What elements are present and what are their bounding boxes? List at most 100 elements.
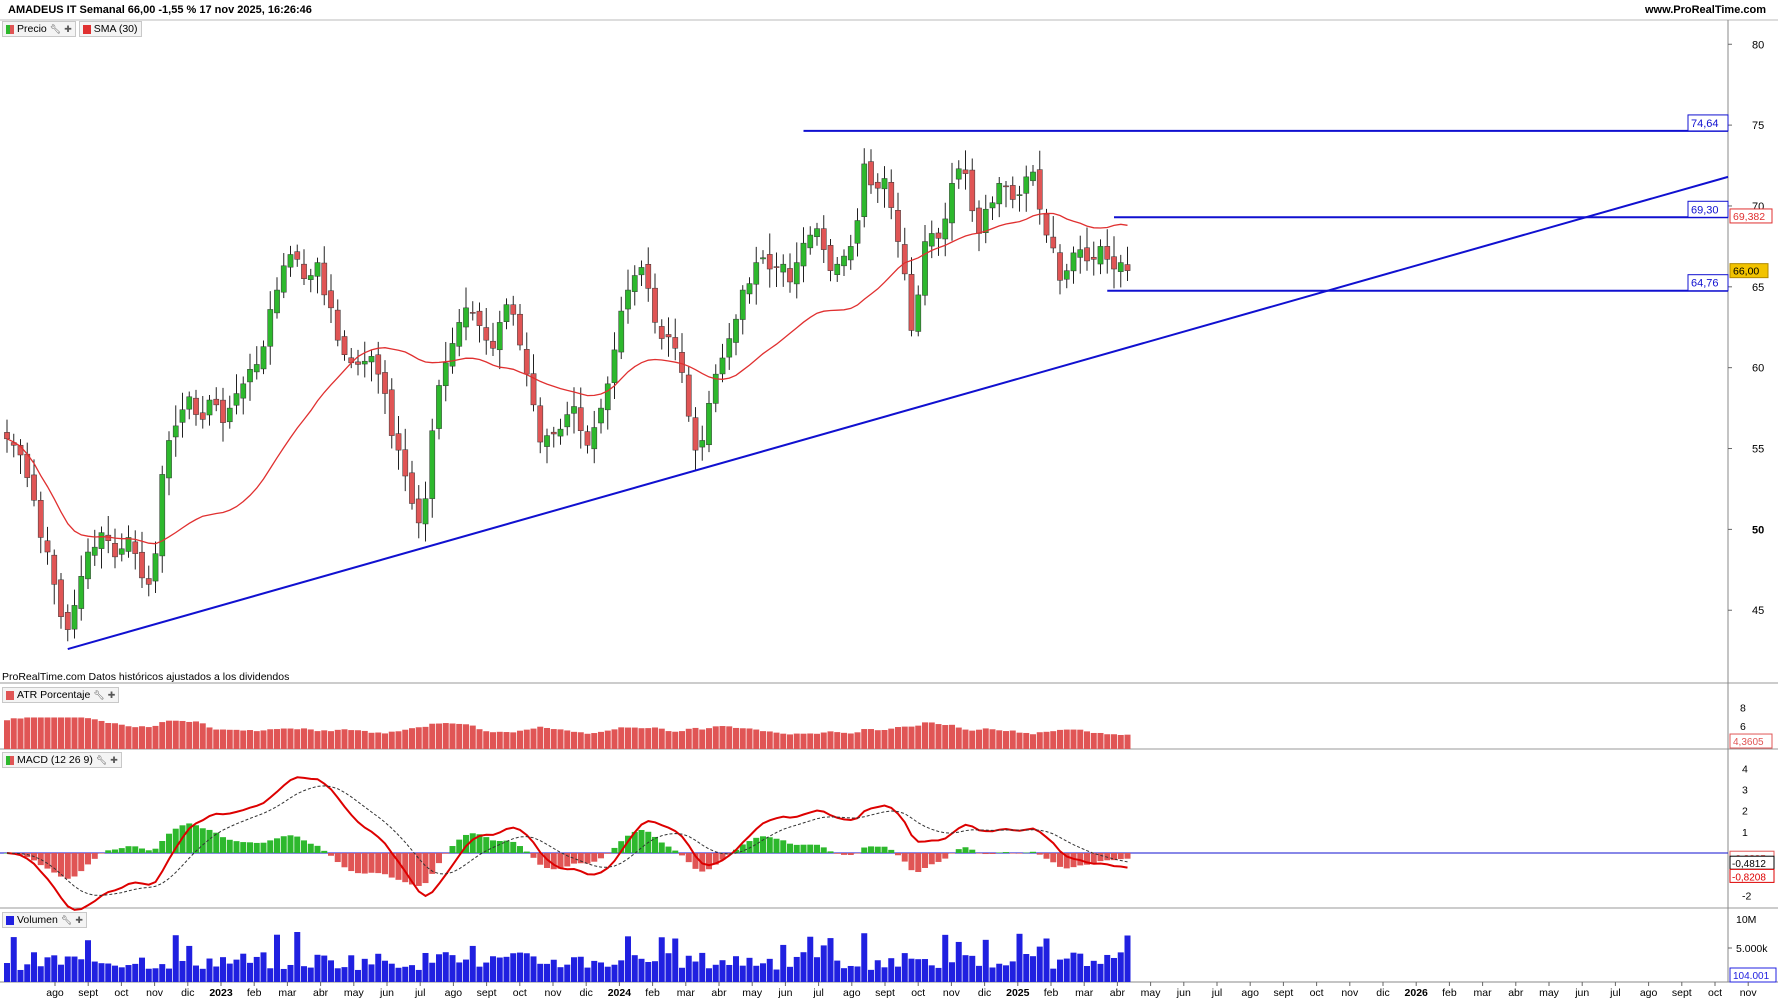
volume-bar xyxy=(132,963,139,982)
candle-down xyxy=(375,354,382,375)
sma-value-tag: 69,382 xyxy=(1733,211,1765,223)
atr-bar xyxy=(10,718,17,749)
macd-hist-negative xyxy=(37,853,44,866)
plus-icon[interactable]: ✚ xyxy=(75,914,83,925)
wrench-icon[interactable]: 🔧︎ xyxy=(93,689,105,700)
candle-down xyxy=(402,449,409,477)
atr-bar xyxy=(307,729,314,749)
candle-down xyxy=(1043,213,1050,236)
atr-bar xyxy=(739,728,746,749)
macd-hist-positive xyxy=(247,842,253,854)
macd-value-box xyxy=(1729,868,1775,883)
atr-legend: ATR Porcentaje 🔧︎ ✚ xyxy=(2,687,122,703)
sma-legend-chip[interactable]: SMA (30) xyxy=(78,21,142,37)
wrench-icon[interactable]: 🔧︎ xyxy=(60,914,73,925)
plus-icon[interactable]: ✚ xyxy=(107,689,116,700)
volume-bar xyxy=(193,965,199,982)
price-legend-chip[interactable]: Precio 🔧︎ ✚ xyxy=(2,21,76,37)
price-legend: Precio 🔧︎ ✚ SMA (30) xyxy=(2,21,145,37)
atr-bar xyxy=(517,730,523,749)
x-tick-label: feb xyxy=(1442,987,1457,999)
wrench-icon[interactable]: 🔧︎ xyxy=(95,754,108,765)
x-tick-label: ago xyxy=(1241,987,1259,999)
x-tick-label: abr xyxy=(711,987,727,999)
macd-hist-positive xyxy=(112,849,118,854)
volume-bar xyxy=(523,953,530,982)
atr-bar xyxy=(449,723,456,749)
macd-hist-negative xyxy=(1043,853,1050,859)
volume-bar xyxy=(17,969,24,982)
volume-bar xyxy=(483,962,490,982)
atr-bar xyxy=(787,734,793,749)
macd-hist-positive xyxy=(510,841,517,854)
volume-bar xyxy=(1016,933,1023,982)
macd-hist-positive xyxy=(125,846,132,854)
x-tick-label: jun xyxy=(1574,987,1589,999)
candle-up xyxy=(442,362,449,387)
volume-bar xyxy=(645,961,652,982)
axes-layer xyxy=(0,19,1778,983)
volume-bar xyxy=(1111,957,1117,982)
x-tick-label: abr xyxy=(1110,987,1126,999)
macd-hist-positive xyxy=(672,850,679,854)
volume-bar xyxy=(631,955,638,982)
candle-down xyxy=(665,334,672,338)
volume-bar xyxy=(206,958,213,982)
wrench-icon[interactable]: 🔧︎ xyxy=(49,23,62,34)
atr-value: 4,3605 xyxy=(1733,737,1764,748)
volume-bar xyxy=(368,964,375,982)
candle-up xyxy=(544,435,550,447)
candle-down xyxy=(4,432,10,440)
volume-bar xyxy=(706,968,712,982)
volume-bar xyxy=(98,963,105,982)
macd-hist-negative xyxy=(847,853,854,855)
macd-hist-negative xyxy=(982,853,989,855)
volume-legend-chip[interactable]: Volumen 🔧︎ ✚ xyxy=(2,912,87,928)
candle-down xyxy=(584,431,591,446)
volume-bar xyxy=(463,959,469,982)
volume-bar xyxy=(955,941,962,982)
x-tick-label: jun xyxy=(1176,987,1191,999)
atr-bar xyxy=(976,729,982,749)
plus-icon[interactable]: ✚ xyxy=(64,23,72,34)
macd-hist-negative xyxy=(557,853,564,869)
candle-down xyxy=(827,245,834,271)
candle-up xyxy=(233,393,240,406)
macd-hist-positive xyxy=(166,833,172,854)
macd-hist-negative xyxy=(598,853,604,859)
volume-bar xyxy=(517,952,523,982)
volume-bar xyxy=(969,955,976,982)
candle-down xyxy=(773,266,780,268)
macd-hist-positive xyxy=(1030,851,1036,854)
atr-bar xyxy=(935,724,942,749)
level-label-top: 74,64 xyxy=(1691,118,1719,130)
macd-hist-negative xyxy=(712,853,719,865)
atr-bar xyxy=(166,720,172,749)
candle-down xyxy=(1009,185,1016,200)
atr-bar xyxy=(476,729,483,749)
price-tick-label: 50 xyxy=(1752,524,1764,536)
macd-legend-chip[interactable]: MACD (12 26 9) 🔧︎ ✚ xyxy=(2,752,122,768)
site-link[interactable]: www.ProRealTime.com xyxy=(1644,4,1766,16)
macd-hist-positive xyxy=(159,841,166,854)
atr-label: ATR Porcentaje xyxy=(17,689,91,701)
atr-bar xyxy=(793,733,800,749)
macd-hist-negative xyxy=(908,853,915,871)
candle-up xyxy=(496,322,503,351)
macd-hist-positive xyxy=(321,850,328,854)
x-tick-label: 2025 xyxy=(1006,987,1030,999)
atr-bar xyxy=(213,729,220,749)
atr-bar xyxy=(199,723,206,749)
atr-bar xyxy=(868,729,874,749)
macd-hist-positive xyxy=(739,844,746,854)
candle-down xyxy=(976,207,982,234)
candle-up xyxy=(179,409,186,423)
candle-up xyxy=(706,402,712,446)
uptrend-line xyxy=(67,175,1729,651)
atr-bar xyxy=(719,726,726,749)
atr-legend-chip[interactable]: ATR Porcentaje 🔧︎ ✚ xyxy=(2,687,120,703)
volume-bar xyxy=(280,968,287,982)
plus-icon[interactable]: ✚ xyxy=(110,754,118,765)
candle-up xyxy=(625,289,631,310)
macd-hist-negative xyxy=(928,853,935,865)
